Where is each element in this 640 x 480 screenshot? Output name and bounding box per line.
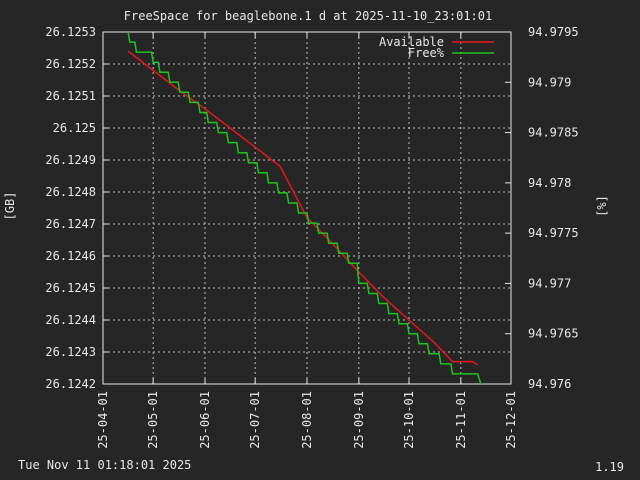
- y-right-tick-label: 94.978: [528, 176, 571, 190]
- y-left-tick-label: 26.1253: [45, 25, 96, 39]
- tick-labels: 25-04-01 25-05-01 25-06-01 25-07-01 25-08-01…: [45, 25, 578, 449]
- y-left-tick-label: 26.1246: [45, 249, 96, 263]
- legend-label-free: Free%: [408, 46, 445, 60]
- y-left-tick-label: 26.125: [53, 121, 96, 135]
- y-left-tick-label: 26.1242: [45, 377, 96, 391]
- x-tick-label: 25-04-01: [96, 391, 110, 449]
- y-left-tick-label: 26.1243: [45, 345, 96, 359]
- y-left-tick-label: 26.1248: [45, 185, 96, 199]
- x-tick-label: 25-10-01: [402, 391, 416, 449]
- footer-timestamp: Tue Nov 11 01:18:01 2025: [18, 458, 192, 472]
- series-lines: [127, 31, 482, 385]
- y-left-tick-label: 26.1244: [45, 313, 96, 327]
- x-tick-label: 25-11-01: [454, 391, 468, 449]
- axis-ticks: [102, 31, 512, 385]
- legend: Available Free%: [379, 35, 494, 60]
- x-tick-label: 25-05-01: [146, 391, 160, 449]
- y-left-tick-label: 26.1249: [45, 153, 96, 167]
- y-right-tick-label: 94.976: [528, 377, 571, 391]
- y-right-tick-label: 94.9765: [528, 327, 579, 341]
- series-line-free: [127, 31, 482, 385]
- y-right-tick-label: 94.977: [528, 276, 571, 290]
- x-tick-label: 25-09-01: [352, 391, 366, 449]
- grid-lines: [103, 32, 511, 384]
- chart-title: FreeSpace for beaglebone.1 d at 2025-11-…: [124, 9, 492, 23]
- legend-label-available: Available: [379, 35, 444, 49]
- y-left-tick-label: 26.1247: [45, 217, 96, 231]
- y-axis-right-label: [%]: [595, 195, 609, 217]
- version-label: 1.19: [595, 460, 624, 474]
- series-line-available: [127, 50, 478, 366]
- y-right-tick-label: 94.9775: [528, 226, 579, 240]
- y-left-tick-label: 26.1245: [45, 281, 96, 295]
- y-right-tick-label: 94.9785: [528, 126, 579, 140]
- y-axis-left-label: [GB]: [3, 192, 17, 221]
- x-tick-label: 25-06-01: [198, 391, 212, 449]
- x-tick-label: 25-07-01: [248, 391, 262, 449]
- x-tick-label: 25-12-01: [504, 391, 518, 449]
- y-left-tick-label: 26.1251: [45, 89, 96, 103]
- x-tick-label: 25-08-01: [300, 391, 314, 449]
- y-right-tick-label: 94.979: [528, 75, 571, 89]
- y-left-tick-label: 26.1252: [45, 57, 96, 71]
- y-right-tick-label: 94.9795: [528, 25, 579, 39]
